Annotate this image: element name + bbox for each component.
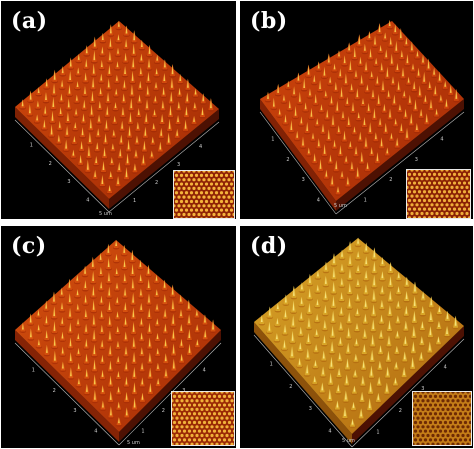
- axis-tick-label: 1: [133, 198, 136, 204]
- afm-surface-b: 1 1 2 2 3 3 4 4 5 um: [259, 20, 465, 215]
- axis-tick-label: 4: [440, 136, 443, 142]
- axis-tick-label: 4: [86, 198, 89, 204]
- axis-tick-label: 4: [203, 367, 206, 373]
- scale-label: 5 um: [342, 438, 355, 444]
- inset-image-b: [406, 169, 471, 219]
- axis-tick-label: 4: [317, 198, 320, 204]
- axis-tick-label: 2: [49, 161, 52, 167]
- axis-tick-label: 2: [286, 157, 289, 163]
- axis-tick-label: 3: [302, 177, 305, 183]
- axis-tick-label: 2: [53, 388, 56, 394]
- axis-tick-label: 1: [141, 429, 144, 435]
- panel-c: 1 1 2 2 3 3 4 4 5 um (c): [1, 226, 236, 448]
- inset-image-a: [173, 170, 235, 219]
- panel-label-a: (a): [11, 8, 48, 34]
- axis-tick-label: 2: [155, 180, 158, 186]
- panel-label-c: (c): [11, 233, 47, 259]
- axis-tick-label: 2: [289, 384, 292, 390]
- afm-surface-c: 1 1 2 2 3 3 4 4 5 um: [14, 239, 222, 446]
- axis-tick-label: 3: [309, 406, 312, 412]
- afm-surface-a: 1 1 2 2 3 3 4 4 5 um: [14, 20, 220, 217]
- panel-a: 1 1 2 2 3 3 4 4 5 um (a): [1, 1, 236, 219]
- inset-image-c: [171, 391, 235, 446]
- panel-label-d: (d): [250, 233, 288, 259]
- axis-tick-label: 2: [389, 177, 392, 183]
- axis-tick-label: 4: [444, 365, 447, 371]
- axis-tick-label: 4: [199, 144, 202, 150]
- axis-tick-label: 1: [30, 142, 33, 148]
- axis-tick-label: 3: [177, 162, 180, 168]
- axis-tick-label: 1: [270, 361, 273, 367]
- axis-tick-label: 1: [271, 136, 274, 142]
- scale-label: 5 um: [334, 203, 347, 209]
- panel-d: 1 1 2 2 3 3 4 4 5 um (d): [240, 226, 473, 448]
- scale-label: 5 um: [127, 440, 140, 446]
- axis-tick-label: 2: [399, 408, 402, 414]
- panel-label-b: (b): [250, 8, 288, 34]
- axis-tick-label: 3: [415, 157, 418, 163]
- axis-tick-label: 4: [328, 429, 331, 435]
- panel-b: 1 1 2 2 3 3 4 4 5 um (b): [240, 1, 473, 219]
- axis-tick-label: 1: [364, 198, 367, 204]
- axis-tick-label: 2: [162, 408, 165, 414]
- inset-image-d: [412, 391, 472, 446]
- axis-tick-label: 3: [182, 388, 185, 394]
- axis-tick-label: 3: [421, 386, 424, 392]
- axis-tick-label: 3: [67, 179, 70, 185]
- axis-tick-label: 1: [376, 429, 379, 435]
- axis-tick-label: 4: [94, 429, 97, 435]
- scale-label: 5 um: [99, 211, 112, 217]
- axis-tick-label: 3: [73, 408, 76, 414]
- axis-tick-label: 1: [32, 367, 35, 373]
- afm-surface-d: 1 1 2 2 3 3 4 4 5 um: [253, 237, 465, 448]
